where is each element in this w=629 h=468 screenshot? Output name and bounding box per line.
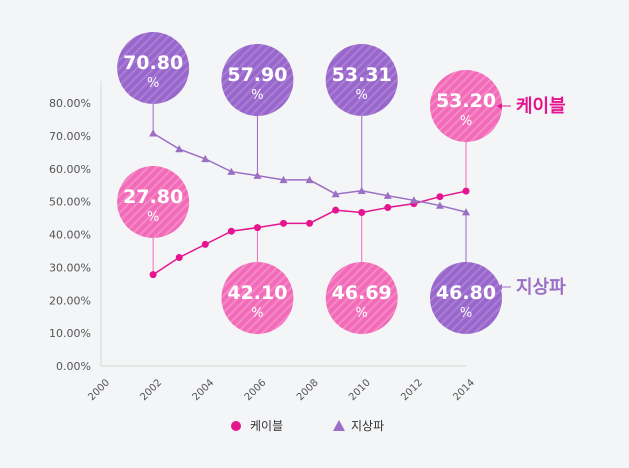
data-point-cable <box>253 224 261 232</box>
x-tick-label: 2012 <box>399 377 425 403</box>
data-point-cable <box>462 187 470 195</box>
data-point-cable <box>332 206 340 214</box>
bubble-value-text: 46.80 <box>436 282 496 304</box>
data-point-terrestrial <box>435 201 444 209</box>
bubble-unit-text: % <box>460 114 472 129</box>
series-label-arrow-head <box>497 284 502 290</box>
x-tick-label: 2004 <box>191 377 217 403</box>
data-point-cable <box>149 271 157 279</box>
bubble-unit-text: % <box>460 306 472 321</box>
bubble-unit-text: % <box>251 88 263 103</box>
data-point-cable <box>227 227 235 235</box>
y-tick-label: 20.00% <box>49 294 91 307</box>
bubble-value-text: 46.69 <box>332 282 392 304</box>
data-point-terrestrial <box>201 154 210 163</box>
bubble-unit-text: % <box>356 306 368 321</box>
bubble-value-text: 53.20 <box>436 90 496 112</box>
value-bubble-terrestrial <box>430 262 502 334</box>
series-line-terrestrial <box>152 132 467 213</box>
series-label-arrow-head <box>497 103 502 109</box>
x-tick-label: 2010 <box>347 377 373 403</box>
series-label-terrestrial: 지상파 <box>516 277 566 298</box>
value-bubble-cable <box>221 262 294 334</box>
data-point-cable <box>358 209 366 217</box>
bubble-value-text: 53.31 <box>332 64 392 86</box>
legend-marker-cable <box>231 421 241 431</box>
series-line-cable <box>152 190 467 276</box>
data-point-terrestrial <box>149 129 158 137</box>
data-point-cable <box>436 193 444 201</box>
data-point-terrestrial <box>462 208 470 216</box>
bubble-value-text: 27.80 <box>123 186 183 208</box>
data-point-cable <box>201 240 209 248</box>
data-point-terrestrial <box>383 191 392 199</box>
y-tick-label: 70.00% <box>49 130 91 143</box>
y-tick-label: 40.00% <box>49 229 91 242</box>
y-tick-label: 10.00% <box>49 327 91 340</box>
data-point-cable <box>306 219 314 227</box>
data-point-terrestrial <box>331 190 340 198</box>
data-point-terrestrial <box>409 196 418 204</box>
bubble-unit-text: % <box>147 76 159 91</box>
legend-label-cable: 케이블 <box>250 419 283 433</box>
x-tick-label: 2006 <box>243 377 269 403</box>
data-point-terrestrial <box>357 186 366 194</box>
bubble-value-text: 70.80 <box>123 52 183 74</box>
bubble-unit-text: % <box>251 306 263 321</box>
data-point-terrestrial <box>305 175 314 184</box>
data-point-terrestrial <box>253 171 262 179</box>
value-bubble-cable <box>430 70 502 142</box>
value-bubble-cable <box>325 262 398 334</box>
x-tick-label: 2002 <box>138 377 164 403</box>
x-tick-label: 2008 <box>295 377 321 403</box>
value-bubble-terrestrial <box>221 44 294 116</box>
data-point-terrestrial <box>175 145 184 153</box>
series-label-cable: 케이블 <box>516 96 566 117</box>
data-point-terrestrial <box>279 175 288 184</box>
x-tick-label: 2014 <box>451 377 477 403</box>
y-tick-label: 0.00% <box>56 360 91 373</box>
legend-marker-terrestrial <box>333 420 345 431</box>
bubble-unit-text: % <box>147 210 159 225</box>
data-point-cable <box>175 254 183 262</box>
data-point-terrestrial <box>227 167 236 175</box>
value-bubble-terrestrial <box>325 44 398 116</box>
bubble-unit-text: % <box>356 88 368 103</box>
value-bubble-terrestrial <box>117 32 190 104</box>
data-point-cable <box>280 219 287 227</box>
x-tick-label: 2000 <box>86 377 112 403</box>
data-point-cable <box>384 204 392 212</box>
y-tick-label: 50.00% <box>49 196 91 209</box>
y-tick-label: 30.00% <box>49 261 91 274</box>
value-bubble-cable <box>117 166 190 238</box>
bubble-value-text: 42.10 <box>227 282 287 304</box>
y-tick-label: 80.00% <box>49 97 91 110</box>
bubble-value-text: 57.90 <box>227 64 287 86</box>
y-tick-label: 60.00% <box>49 163 91 176</box>
legend-label-terrestrial: 지상파 <box>351 419 384 433</box>
